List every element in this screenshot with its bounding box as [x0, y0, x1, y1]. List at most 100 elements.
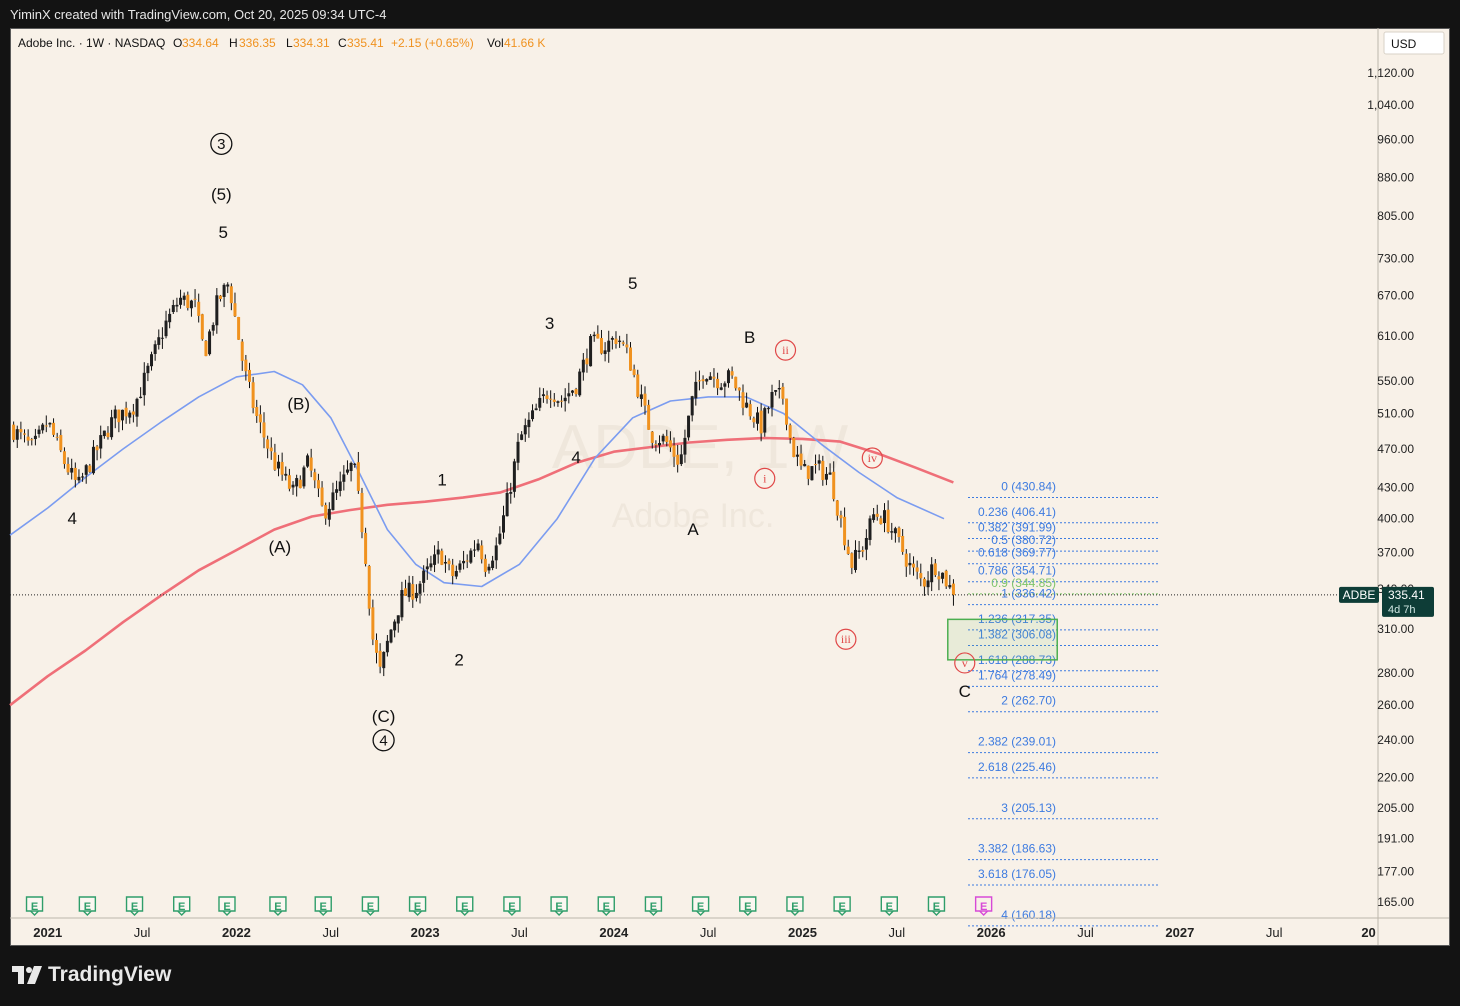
earnings-marker[interactable] [125, 896, 144, 916]
open-label: O [173, 36, 182, 50]
candle-body [930, 564, 934, 583]
candle-body [222, 284, 226, 297]
candle-body [770, 391, 774, 408]
earnings-marker-label: E [461, 901, 468, 913]
earnings-marker[interactable] [314, 896, 332, 916]
earnings-marker[interactable] [691, 896, 710, 916]
wave-label: ii [782, 343, 789, 357]
plot-area[interactable]: ADBE, 1W Adobe Inc. 0 (430.84) 0.236 (406.4… [9, 132, 1378, 927]
volume-label: Vol [487, 36, 504, 50]
candle-body [462, 560, 466, 564]
earnings-marker[interactable] [739, 896, 757, 916]
earnings-marker[interactable] [456, 896, 474, 916]
candle-body [596, 333, 600, 339]
candle-body [295, 478, 299, 487]
earnings-marker-label: E [320, 901, 327, 913]
earnings-marker-label: E [791, 901, 798, 913]
close-value: 335.41 [347, 36, 384, 50]
earnings-marker[interactable] [597, 896, 615, 916]
earnings-marker[interactable] [78, 896, 97, 916]
candle-body [527, 419, 531, 428]
candle-body [451, 564, 455, 577]
fib-level-label: 0.9 (344.85) [991, 576, 1056, 590]
candle-body [614, 338, 618, 345]
earnings-marker[interactable] [361, 896, 380, 916]
tradingview-logo[interactable]: TradingView [12, 963, 171, 987]
earnings-marker-label: E [933, 901, 940, 913]
fib-level-label: 2.382 (239.01) [978, 735, 1056, 749]
earnings-marker[interactable] [408, 896, 427, 916]
candle-body [472, 549, 476, 551]
candle-body [756, 412, 760, 424]
candle-body [338, 481, 342, 491]
candle-body [625, 344, 629, 348]
earnings-marker[interactable] [786, 896, 804, 916]
open-value: 334.64 [182, 36, 219, 50]
candle-body [465, 560, 469, 562]
candle-body [570, 390, 574, 393]
candle-body [211, 324, 215, 331]
y-tick-label: 805.00 [1377, 209, 1414, 223]
earnings-marker[interactable] [503, 896, 521, 916]
symbol-ohlc-line[interactable]: Adobe Inc. · 1W · NASDAQ O 334.64 H 336.35 L 3… [18, 36, 545, 50]
candle-body [23, 433, 27, 435]
x-tick-label: Jul [700, 925, 717, 940]
wave-label: (C) [372, 707, 396, 726]
x-axis[interactable]: 2021 Jul 2022 Jul 2023 Jul 2024 Jul 2025 Jul 2026 J… [10, 917, 1449, 940]
high-value: 336.35 [239, 36, 276, 50]
earnings-marker[interactable] [833, 896, 851, 916]
candle-body [766, 408, 770, 410]
y-tick-label: 260.00 [1377, 698, 1414, 712]
candle-body [62, 451, 66, 465]
candle-body [258, 414, 262, 423]
chart-frame[interactable] [10, 28, 1450, 946]
earnings-marker[interactable] [550, 896, 568, 916]
target-zone-box[interactable] [947, 618, 1058, 661]
y-tick-label: 165.00 [1377, 895, 1414, 909]
candle-body [66, 463, 70, 473]
x-tick-label: 2021 [33, 925, 62, 940]
candle-body [948, 585, 952, 588]
wave-label: (A) [268, 537, 291, 556]
candle-body [255, 407, 259, 417]
candle-body [861, 550, 865, 552]
earnings-marker[interactable] [218, 896, 236, 916]
fib-levels[interactable]: 0 (430.84)0.236 (406.41)0.382 (391.99)0.… [968, 480, 1158, 927]
candle-body [33, 435, 37, 440]
candle-body [52, 422, 56, 435]
earnings-marker[interactable] [269, 896, 287, 916]
earnings-marker[interactable] [880, 896, 898, 916]
candle-body [356, 462, 360, 491]
earnings-marker[interactable] [25, 896, 44, 916]
earnings-marker-label: E [744, 901, 751, 913]
x-tick-label: 2026 [977, 925, 1006, 940]
candle-body [795, 454, 799, 457]
candle-body [639, 394, 643, 399]
candle-body [868, 518, 872, 540]
currency-selector[interactable] [1383, 31, 1445, 55]
candle-body [73, 467, 77, 480]
y-axis[interactable]: 1,120.00 1,040.00 960.00 880.00 805.00 730.00… [1339, 28, 1445, 945]
candle-body [284, 473, 288, 476]
candle-body [759, 410, 763, 434]
candle-body [273, 452, 277, 470]
candle-body [309, 457, 313, 471]
candle-body [708, 376, 712, 380]
candle-body [287, 475, 291, 489]
y-tick-label: 220.00 [1377, 770, 1414, 784]
earnings-marker[interactable] [173, 896, 191, 916]
candle-body [712, 376, 716, 379]
candle-body [788, 425, 792, 439]
candle-body [705, 379, 709, 382]
earnings-marker[interactable] [974, 896, 993, 916]
wave-label-circle [210, 132, 233, 155]
candle-body [697, 380, 701, 382]
earnings-marker[interactable] [927, 896, 946, 916]
wave-label: C [959, 682, 971, 701]
candle-body [41, 424, 45, 431]
wave-label: 5 [628, 274, 637, 293]
earnings-marker[interactable] [644, 896, 663, 916]
candle-body [621, 342, 625, 344]
